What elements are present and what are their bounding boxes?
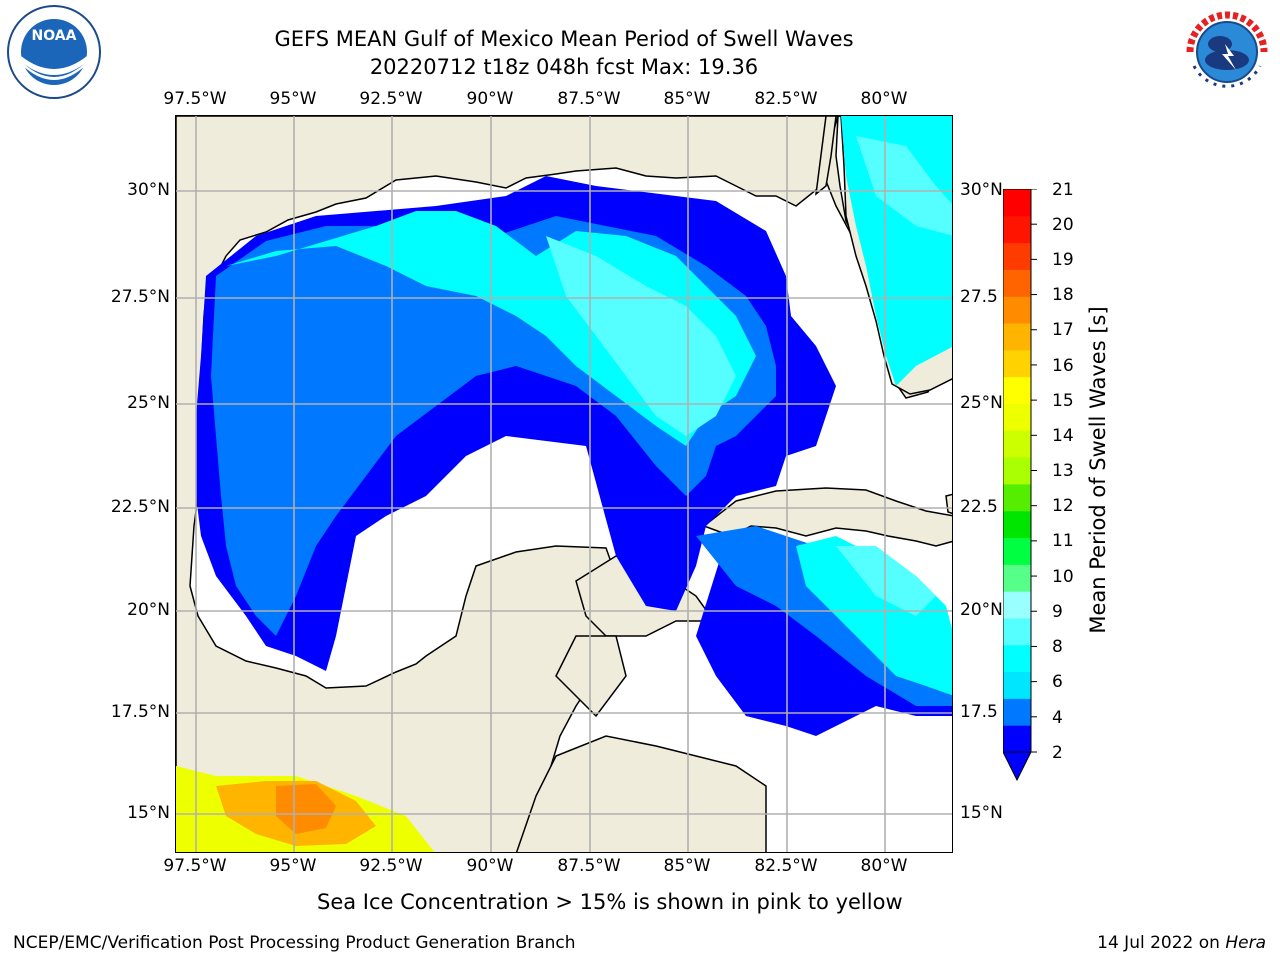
colorbar-segment — [1003, 537, 1031, 565]
gridlines — [176, 116, 952, 852]
footer-credit: NCEP/EMC/Verification Post Processing Pr… — [13, 933, 576, 953]
lat-label-left: 25°N — [127, 393, 170, 413]
colorbar-segment — [1003, 269, 1031, 297]
colorbar-tick: 14 — [1052, 426, 1074, 446]
colorbar-tick: 10 — [1052, 567, 1074, 587]
lat-label-left: 22.5°N — [110, 497, 170, 517]
colorbar — [1002, 188, 1047, 793]
lat-label-left: 15°N — [127, 803, 170, 823]
colorbar-segment — [1003, 644, 1031, 673]
colorbar-segment — [1003, 671, 1031, 699]
colorbar-tick: 18 — [1052, 285, 1074, 305]
lat-label-right: 27.5 — [960, 287, 998, 307]
sea-ice-note: Sea Ice Concentration > 15% is shown in … — [317, 890, 903, 914]
colorbar-tick: 2 — [1052, 743, 1063, 763]
colorbar-segment — [1003, 376, 1031, 404]
colorbar-segment — [1003, 564, 1031, 592]
colorbar-segment — [1003, 510, 1031, 539]
swell-band-8-9-east — [856, 136, 952, 236]
lon-label-top: 80°W — [860, 89, 908, 109]
chart-subtitle: 20220712 t18z 048h fcst Max: 19.36 — [369, 55, 759, 79]
lat-label-right: 15°N — [960, 803, 1003, 823]
colorbar-segment — [1003, 725, 1031, 753]
swell-band-8-9-car — [836, 546, 936, 616]
colorbar-tick: 11 — [1052, 531, 1074, 551]
colorbar-segment — [1003, 430, 1031, 458]
lat-label-right: 30°N — [960, 180, 1003, 200]
colorbar-extend-arrow — [1002, 751, 1032, 782]
land-honduras — [515, 735, 767, 852]
map-canvas — [176, 116, 952, 852]
colorbar-tick: 16 — [1052, 356, 1074, 376]
lat-label-right: 17.5 — [960, 702, 998, 722]
colorbar-segment — [1003, 323, 1031, 351]
lat-label-left: 30°N — [127, 180, 170, 200]
lat-label-right: 20°N — [960, 600, 1003, 620]
lon-label-bottom: 90°W — [466, 856, 514, 876]
lat-label-left: 20°N — [127, 600, 170, 620]
colorbar-segment — [1003, 698, 1031, 726]
lon-label-top: 97.5°W — [163, 89, 227, 109]
lon-label-top: 92.5°W — [359, 89, 423, 109]
map-panel — [175, 115, 953, 853]
colorbar-tick: 8 — [1052, 637, 1063, 657]
colorbar-tick: 21 — [1052, 180, 1074, 200]
lon-label-top: 87.5°W — [557, 89, 621, 109]
chart-title: GEFS MEAN Gulf of Mexico Mean Period of … — [274, 27, 854, 51]
colorbar-segment — [1003, 617, 1031, 646]
lon-label-bottom: 92.5°W — [359, 856, 423, 876]
noaa-logo-text: NOAA — [32, 28, 77, 44]
colorbar-segment — [1003, 215, 1031, 244]
colorbar-label: Mean Period of Swell Waves [s] — [1086, 306, 1110, 634]
nws-logo — [1178, 4, 1276, 104]
land-cuba — [702, 487, 952, 547]
lon-label-top: 82.5°W — [754, 89, 818, 109]
colorbar-segment — [1003, 349, 1031, 378]
lon-label-top: 95°W — [269, 89, 317, 109]
lon-label-bottom: 80°W — [860, 856, 908, 876]
noaa-logo: NOAA — [2, 4, 106, 104]
lon-label-bottom: 95°W — [269, 856, 317, 876]
colorbar-segment — [1003, 483, 1031, 512]
colorbar-segment — [1003, 296, 1031, 324]
lat-label-right: 25°N — [960, 393, 1003, 413]
colorbar-tick: 19 — [1052, 250, 1074, 270]
lon-label-bottom: 97.5°W — [163, 856, 227, 876]
colorbar-tick: 12 — [1052, 496, 1074, 516]
lon-label-bottom: 87.5°W — [557, 856, 621, 876]
colorbar-tick: 13 — [1052, 461, 1074, 481]
colorbar-tick: 20 — [1052, 215, 1074, 235]
lon-label-top: 90°W — [466, 89, 514, 109]
colorbar-segment — [1003, 242, 1031, 270]
footer-date-text: 14 Jul 2022 on — [1097, 933, 1226, 953]
colorbar-tick: 15 — [1052, 391, 1074, 411]
colorbar-segment — [1003, 457, 1031, 485]
colorbar-segment — [1003, 189, 1031, 217]
colorbar-tick: 6 — [1052, 672, 1063, 692]
swell-band-6-8 — [226, 211, 756, 446]
colorbar-tick: 17 — [1052, 320, 1074, 340]
colorbar-segment — [1003, 591, 1031, 619]
colorbar-tick: 9 — [1052, 602, 1063, 622]
colorbar-tick: 4 — [1052, 708, 1063, 728]
footer-machine: Hera — [1225, 933, 1266, 953]
lon-label-top: 85°W — [663, 89, 711, 109]
lat-label-left: 17.5°N — [110, 702, 170, 722]
lon-label-bottom: 82.5°W — [754, 856, 818, 876]
swell-pacific-darkorange — [276, 784, 336, 834]
lat-label-left: 27.5°N — [110, 287, 170, 307]
lon-label-bottom: 85°W — [663, 856, 711, 876]
footer-date: 14 Jul 2022 on Hera — [1097, 933, 1266, 953]
lat-label-right: 22.5 — [960, 497, 998, 517]
colorbar-segment — [1003, 403, 1031, 431]
